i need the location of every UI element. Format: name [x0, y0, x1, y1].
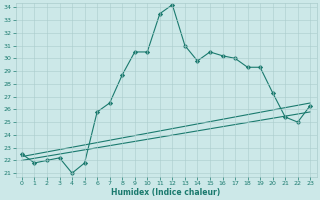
X-axis label: Humidex (Indice chaleur): Humidex (Indice chaleur)	[111, 188, 221, 197]
